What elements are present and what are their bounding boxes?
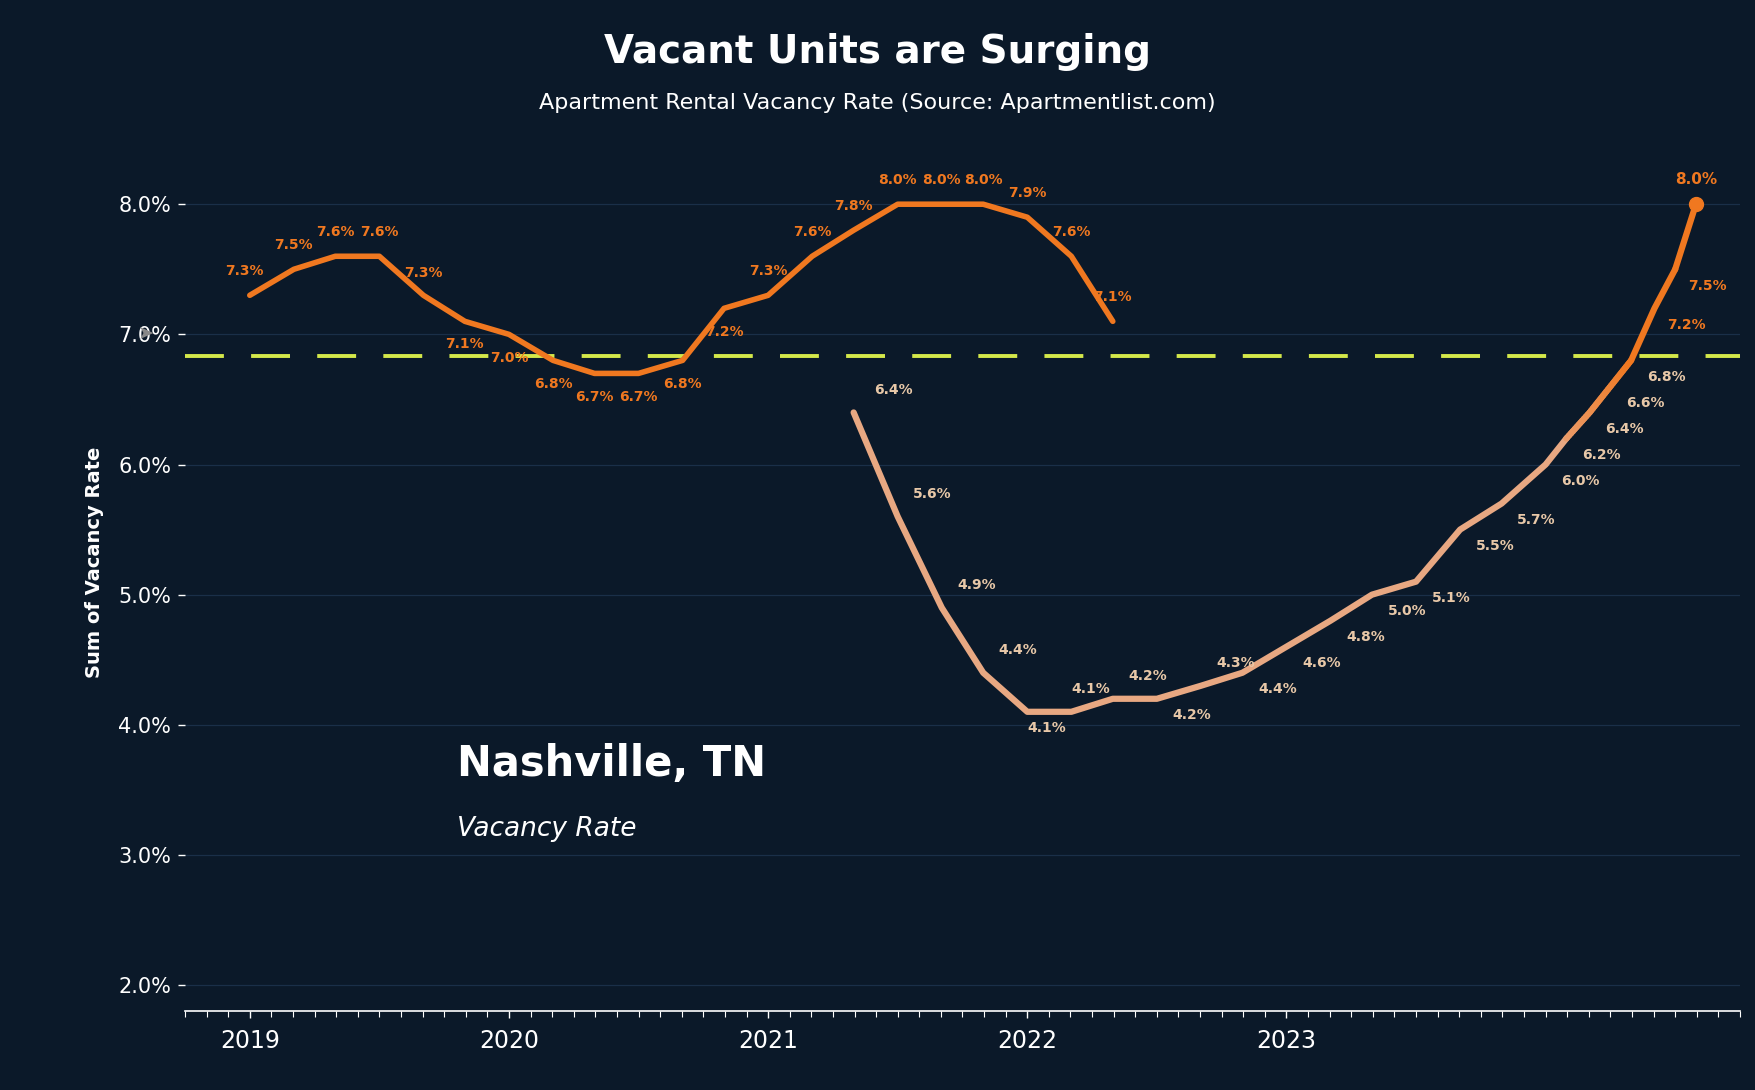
Text: 5.6%: 5.6% bbox=[913, 487, 951, 501]
Text: 8.0%: 8.0% bbox=[1674, 172, 1716, 187]
Text: 7.6%: 7.6% bbox=[360, 226, 398, 240]
Text: 7.1%: 7.1% bbox=[446, 337, 484, 351]
Text: Vacancy Rate: Vacancy Rate bbox=[456, 816, 637, 841]
Text: 4.1%: 4.1% bbox=[1027, 722, 1065, 736]
Text: 4.4%: 4.4% bbox=[1258, 682, 1297, 697]
Text: 4.4%: 4.4% bbox=[999, 643, 1037, 657]
Text: 4.1%: 4.1% bbox=[1071, 682, 1111, 697]
Text: 7.8%: 7.8% bbox=[834, 199, 872, 214]
Text: 7.5%: 7.5% bbox=[274, 239, 312, 253]
Text: 7.6%: 7.6% bbox=[316, 226, 355, 240]
Text: 5.0%: 5.0% bbox=[1388, 604, 1427, 618]
Text: 7.1%: 7.1% bbox=[1093, 290, 1132, 304]
Text: 8.0%: 8.0% bbox=[963, 173, 1002, 187]
Text: 5.1%: 5.1% bbox=[1432, 591, 1471, 605]
Text: 4.8%: 4.8% bbox=[1346, 630, 1385, 644]
Text: 6.6%: 6.6% bbox=[1625, 396, 1664, 410]
Text: 7.2%: 7.2% bbox=[1667, 318, 1706, 331]
Text: 7.9%: 7.9% bbox=[1007, 186, 1046, 201]
Text: 7.3%: 7.3% bbox=[749, 265, 788, 278]
Text: 7.6%: 7.6% bbox=[1051, 226, 1090, 240]
Text: 6.7%: 6.7% bbox=[620, 390, 658, 404]
Y-axis label: Sum of Vacancy Rate: Sum of Vacancy Rate bbox=[86, 447, 104, 678]
Text: 7.2%: 7.2% bbox=[706, 325, 744, 339]
Text: 6.4%: 6.4% bbox=[874, 383, 913, 397]
Text: 4.6%: 4.6% bbox=[1302, 656, 1341, 670]
Text: 7.5%: 7.5% bbox=[1688, 279, 1727, 293]
Text: 7.3%: 7.3% bbox=[404, 266, 442, 280]
Text: ➤: ➤ bbox=[139, 325, 154, 343]
Text: 5.5%: 5.5% bbox=[1476, 540, 1515, 553]
Text: 4.9%: 4.9% bbox=[956, 578, 995, 592]
Text: 5.7%: 5.7% bbox=[1516, 513, 1555, 526]
Text: 6.8%: 6.8% bbox=[534, 377, 572, 391]
Text: 4.3%: 4.3% bbox=[1216, 656, 1255, 670]
Text: 4.2%: 4.2% bbox=[1172, 708, 1211, 723]
Text: 4.2%: 4.2% bbox=[1128, 669, 1167, 683]
Text: 6.0%: 6.0% bbox=[1562, 474, 1599, 488]
Text: 7.0%: 7.0% bbox=[490, 351, 528, 365]
Text: Nashville, TN: Nashville, TN bbox=[456, 743, 767, 785]
Text: 6.8%: 6.8% bbox=[663, 377, 702, 391]
Text: 7.3%: 7.3% bbox=[225, 265, 263, 278]
Text: 6.2%: 6.2% bbox=[1581, 448, 1620, 462]
Text: 7.6%: 7.6% bbox=[793, 226, 832, 240]
Text: 6.7%: 6.7% bbox=[576, 390, 614, 404]
Text: Apartment Rental Vacancy Rate (Source: Apartmentlist.com): Apartment Rental Vacancy Rate (Source: A… bbox=[539, 93, 1216, 112]
Text: 8.0%: 8.0% bbox=[923, 173, 962, 187]
Text: Vacant Units are Surging: Vacant Units are Surging bbox=[604, 33, 1151, 71]
Text: 6.8%: 6.8% bbox=[1646, 370, 1685, 384]
Text: 8.0%: 8.0% bbox=[879, 173, 918, 187]
Text: 6.4%: 6.4% bbox=[1606, 422, 1644, 436]
